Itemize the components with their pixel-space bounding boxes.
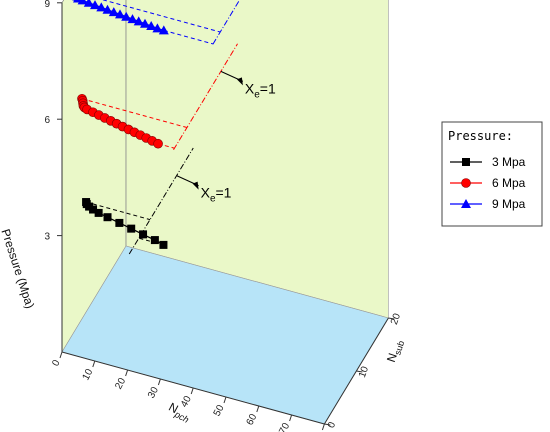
data-point: [115, 218, 124, 227]
legend-label: 3 Mpa: [492, 155, 526, 169]
legend-marker: [461, 199, 471, 208]
data-point: [146, 21, 157, 30]
series-2: Xe=1: [72, 0, 241, 45]
x-tick-label: 20: [113, 376, 128, 391]
data-point: [83, 0, 94, 7]
data-point: [115, 9, 125, 19]
legend-label: 6 Mpa: [492, 176, 526, 190]
chart-walls: [61, 0, 389, 425]
x-tick-label: 0: [50, 358, 63, 368]
legend-marker: [461, 178, 471, 188]
x-tick-mark: [321, 423, 325, 431]
data-point: [133, 16, 144, 26]
y-tick-label: 10: [357, 365, 371, 380]
x-tick-mark: [190, 387, 194, 395]
xe1-line: [173, 43, 238, 151]
axis-ticks: 3690102030405060708001020: [44, 0, 403, 432]
annotation-arrowhead: [236, 77, 243, 86]
plot-area: Xe=1 Xe=1 Xe=1: [72, 0, 276, 255]
z-tick-label: 3: [44, 232, 50, 243]
y-tick-mark: [324, 423, 331, 426]
x-tick-mark: [223, 396, 227, 404]
legend-marker: [462, 158, 470, 166]
x-tick-mark: [256, 405, 260, 413]
data-point: [150, 236, 159, 245]
y-tick-mark: [388, 317, 395, 320]
xe1-line: [128, 147, 194, 255]
y-axis-title: Nsub: [384, 338, 406, 365]
legend-title: Pressure:: [448, 129, 513, 143]
x-tick-mark: [59, 351, 63, 359]
data-point: [94, 208, 103, 217]
data-point: [90, 0, 100, 10]
data-point: [152, 23, 163, 33]
data-point: [89, 205, 98, 214]
legend: Pressure: 3 Mpa 6 Mpa 9 Mpa: [441, 121, 543, 227]
series-1: Xe=1: [77, 43, 276, 151]
x-tick-label: 70: [277, 421, 292, 432]
projection-line: [163, 29, 214, 45]
data-point: [153, 138, 163, 149]
data-point: [140, 18, 150, 28]
y-tick-mark: [356, 370, 363, 373]
x-tick-label: 50: [212, 403, 227, 418]
data-point: [139, 230, 148, 239]
x-tick-label: 40: [179, 394, 194, 409]
data-point: [127, 224, 136, 233]
x-tick-label: 10: [81, 367, 96, 382]
data-point: [102, 4, 113, 14]
x-tick-label: 30: [146, 385, 161, 400]
z-tick-label: 9: [44, 0, 50, 10]
xe-annotation: Xe=1: [245, 80, 276, 100]
data-point: [158, 25, 169, 35]
legend-box: [441, 121, 543, 227]
legend-label: 9 Mpa: [492, 197, 526, 211]
x-tick-mark: [157, 378, 161, 386]
data-point: [159, 240, 168, 249]
z-axis-title: Pressure (Mpa): [0, 227, 37, 310]
x-tick-mark: [289, 414, 293, 422]
x-tick-label: 60: [245, 412, 260, 427]
y-tick-label: 0: [326, 420, 338, 429]
data-point: [103, 213, 112, 222]
y-tick-label: 20: [389, 312, 403, 327]
data-point: [108, 7, 119, 17]
annotation-arrowhead: [192, 181, 199, 190]
data-point: [127, 14, 138, 24]
x-tick-mark: [92, 360, 96, 368]
x-tick-mark: [125, 369, 129, 377]
data-point: [96, 2, 107, 12]
projection-line: [138, 237, 164, 246]
data-point: [77, 0, 88, 5]
data-point: [121, 11, 132, 21]
xe-annotation: Xe=1: [201, 185, 232, 205]
z-tick-label: 6: [44, 115, 50, 126]
series-0: Xe=1: [82, 147, 232, 255]
